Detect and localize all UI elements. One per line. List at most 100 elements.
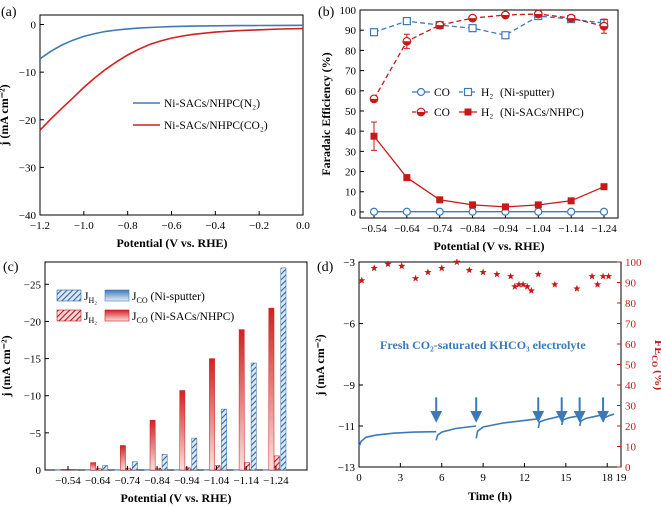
bar-1: [203, 469, 210, 471]
h2-sputter-point: [468, 24, 477, 33]
h2-sacs-point: [436, 196, 444, 204]
panel-a: (a) −1.2 −1.0 −0.8 −0.6 −0.4 −0.2 0.0 0 −10 −20 −3…: [0, 5, 310, 250]
panel-c-label: (c): [3, 260, 19, 275]
co-sputter-point: [599, 207, 609, 216]
panel-d-label: (d): [317, 260, 334, 275]
bar-2: [125, 467, 132, 471]
fe-star: [493, 270, 501, 278]
y-tick-right-label: 0: [625, 462, 631, 474]
bar-3: [209, 358, 215, 471]
fe-unit: (%): [652, 367, 661, 390]
panel-c-ylabel: j (mA cm⁻²): [0, 335, 13, 397]
fe-star: [465, 266, 473, 274]
bar-3: [268, 307, 275, 471]
y-tick-label: 90: [345, 25, 357, 37]
legend-c-sacs-co-swatch: [104, 309, 130, 322]
legend-sputter-co-marker: [416, 87, 426, 97]
x-tick-label: −1.04: [526, 223, 552, 235]
current-segment-3: [537, 415, 562, 429]
y-tick-label: −15: [24, 354, 42, 366]
legend-c-sputter-co-swatch: [104, 289, 130, 302]
fe-star: [438, 264, 446, 272]
series-line-0: [39, 24, 304, 60]
panel-a-label: (a): [1, 5, 17, 20]
panel-b-frame: [359, 9, 619, 219]
bar-2: [274, 455, 280, 471]
panel-a-xlabel: Potential (V vs. RHE): [116, 236, 227, 250]
bar-0: [250, 362, 257, 471]
y-tick-label: −20: [24, 316, 42, 328]
x-tick-label: −1.14: [233, 475, 259, 487]
x-tick-label: −0.8: [118, 220, 138, 232]
x-tick-label: −1.14: [558, 223, 584, 235]
panel-d-ticks: 0 3 6 9 12 15 18 19−3−6−9−11−13 0102030405060708…: [338, 257, 642, 484]
x-tick-label: 18: [602, 472, 614, 484]
fe-star: [573, 284, 581, 292]
x-tick-label: −0.84: [144, 475, 170, 487]
legend-c-j2: J: [132, 291, 137, 303]
y-tick-left-label: −13: [338, 462, 356, 474]
panel-b-label: (b): [318, 5, 335, 20]
legend-n2-label: Ni-SACs/NHPC(N₂): [164, 98, 260, 110]
co-sputter-point: [468, 207, 477, 216]
y-tick-label: 100: [340, 5, 357, 17]
bar-1: [144, 469, 150, 471]
y-tick-left-label: −9: [343, 380, 355, 392]
legend-c-j4: J: [132, 311, 137, 323]
h2-sputter-point: [402, 17, 411, 26]
panel-b: (b) −0.54 −0.64 −0.74 −0.84 −0.94 −1.04 −1.14−…: [318, 5, 619, 253]
y-tick-label: 60: [345, 86, 357, 98]
bar-1: [173, 469, 180, 471]
bar-0: [72, 469, 79, 471]
y-tick-right-label: 20: [625, 421, 637, 433]
panel-d-ylabel-left: j (mA cm⁻²): [313, 334, 327, 396]
fe-star: [534, 270, 542, 278]
panel-c-ticks: −0.54 −0.64 −0.74 −0.84 −0.94 −1.04 −1.14 −1.24…: [24, 279, 289, 487]
x-tick-label: −0.64: [394, 223, 420, 235]
series-line-1: [39, 27, 304, 131]
fe-star: [605, 272, 613, 280]
h2-sacs-point: [567, 197, 575, 205]
legend-sputter-h2-marker: [463, 87, 473, 97]
panel-d-xlabel: Time (h): [468, 489, 512, 503]
panel-b-legend: CO H₂ (Ni-sputter) CO H₂ (Ni-SACs/NHPC): [412, 87, 584, 119]
y-tick-label: 10: [345, 187, 357, 199]
fe-star: [358, 276, 366, 284]
bar-0: [191, 437, 198, 471]
co-sputter-point: [402, 207, 411, 216]
legend-sacs-co-half: [417, 112, 425, 116]
h2-sacs-point: [469, 201, 477, 209]
bar-2: [155, 467, 161, 471]
co-sputter-point: [369, 207, 379, 216]
bar-1: [55, 469, 61, 471]
bar-2: [184, 467, 191, 471]
bar-2: [244, 462, 251, 471]
fe-label: FE: [652, 340, 661, 355]
y-tick-right-label: 70: [625, 319, 637, 331]
x-tick-label: −0.54: [55, 475, 81, 487]
fe-line-2: [373, 13, 605, 100]
x-tick-label: 0.0: [296, 220, 310, 232]
y-tick-label: 40: [345, 126, 357, 138]
h2-sputter-point: [501, 31, 510, 40]
fe-star: [398, 262, 406, 270]
panel-b-ylabel: Faradaic Efficiency (%): [319, 52, 333, 175]
fe-star: [593, 280, 602, 288]
fe-star: [411, 274, 420, 282]
current-segment-1: [435, 425, 477, 441]
x-tick-label: −1.04: [204, 475, 230, 487]
y-tick-label: −25: [24, 279, 42, 291]
legend-sputter-co-label: CO: [434, 87, 450, 99]
x-tick-label: −0.84: [460, 223, 486, 235]
y-tick-right-label: 50: [625, 360, 637, 372]
fe-star: [511, 282, 519, 290]
panel-c-xlabel: Potential (V vs. RHE): [120, 491, 231, 505]
panel-d: (d) 0 3 6 9 12 15 18 19−3−6−9−11−13 010203040506…: [313, 257, 661, 503]
x-tick-label: 15: [560, 472, 572, 484]
legend-c-j: J: [84, 291, 89, 303]
y-tick-right-label: 60: [625, 339, 637, 351]
fe-star: [599, 272, 607, 280]
panel-c-legend: JH₂ JCO (Ni-sputter) JH₂ JCO (Ni-SACs/NH…: [56, 289, 234, 325]
h2-sacs-point: [501, 203, 509, 211]
